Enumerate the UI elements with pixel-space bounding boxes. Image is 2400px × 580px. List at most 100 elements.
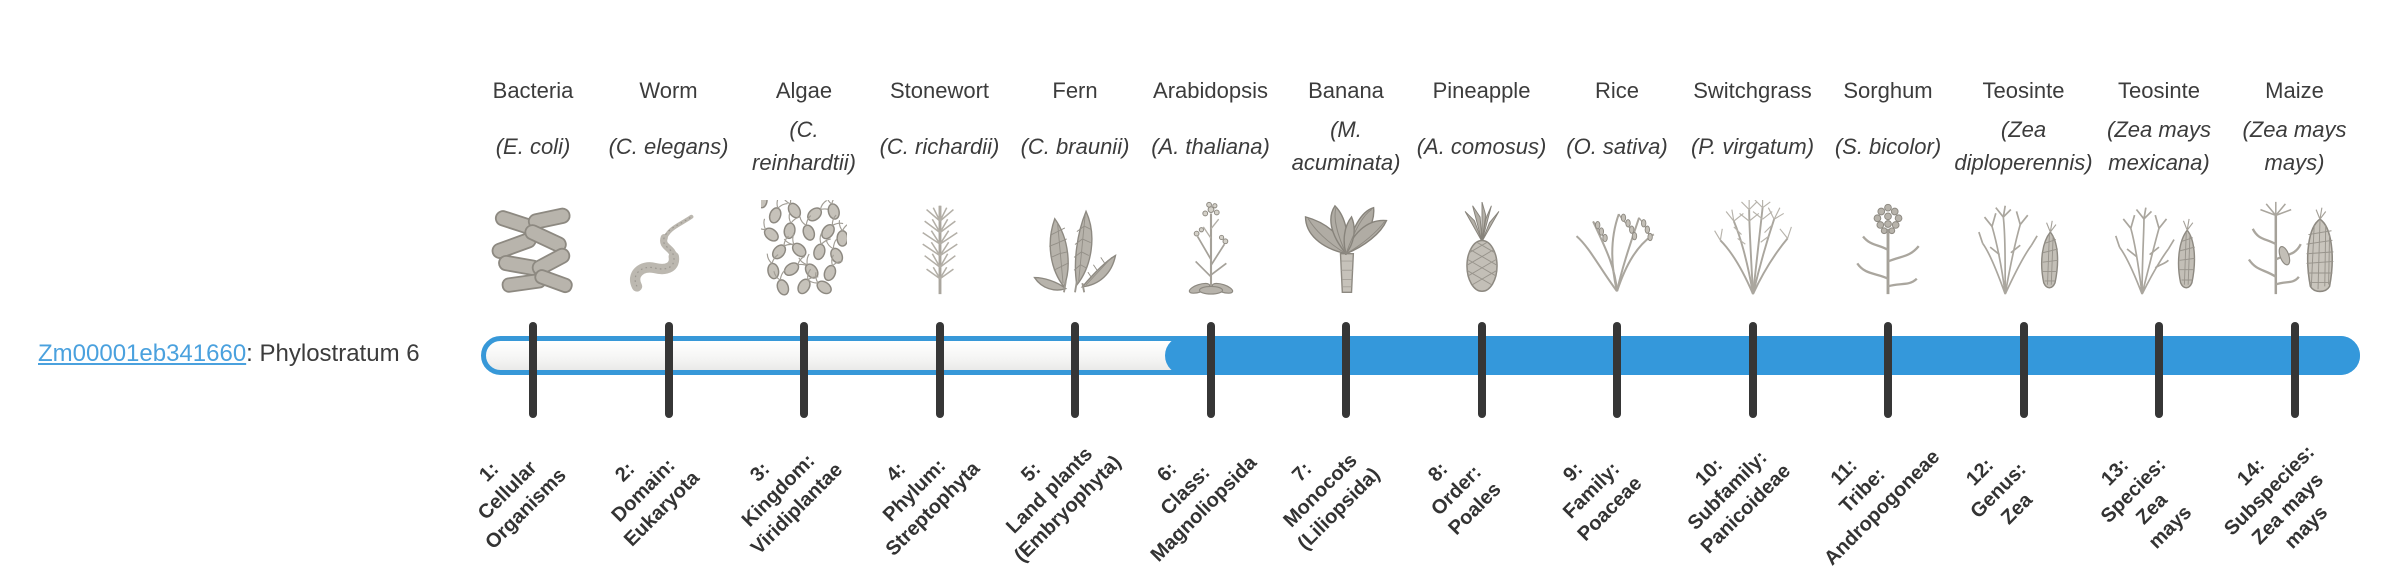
organism-column: Banana (M. acuminata) [1278, 78, 1414, 296]
banana-icon [1298, 204, 1394, 296]
organism-illustration [601, 200, 737, 296]
organism-common-name: Teosinte [1982, 78, 2065, 103]
phylostratum-label: 2: Domain: Eukaryota [606, 454, 704, 551]
phylostratum-tick [800, 322, 808, 418]
phylostratum-tick [1071, 322, 1079, 418]
phylostratum-tick [664, 322, 673, 418]
organism-illustration [1007, 200, 1143, 296]
phylostratum-tick [1206, 322, 1215, 418]
organism-common-name: Bacteria [492, 78, 574, 103]
organism-illustration [1820, 200, 1956, 296]
phylostratum-label: 8: Order: Poales [1423, 458, 1506, 540]
organism-scientific-name: (P. virgatum) [1690, 133, 1815, 159]
phylostratum-label: 12: Genus: Zea [1961, 454, 2037, 529]
organism-common-name: Sorghum [1843, 78, 1933, 103]
organism-common-name: Banana [1308, 78, 1384, 103]
organism-column: Arabidopsis (A. thaliana) [1143, 78, 1279, 296]
phylostratum-tick [935, 322, 944, 418]
organism-scientific-name: (C. richardii) [879, 133, 1000, 159]
algae-icon [761, 200, 847, 296]
organism-scientific-name: (C. elegans) [608, 133, 729, 159]
organism-scientific-name: (S. bicolor) [1834, 133, 1942, 159]
organism-common-name: Stonewort [889, 78, 990, 103]
phylostratum-label: 7: Monocots (Liliopsida) [1279, 449, 1385, 555]
organism-column: Rice (O. sativa) [1549, 78, 1685, 296]
organism-column: Fern (C. braunii) [1007, 78, 1143, 296]
worm-icon [629, 208, 709, 296]
organism-common-name: Rice [1594, 78, 1639, 103]
organism-common-name: Pineapple [1432, 78, 1531, 103]
phylostratum-tick [1884, 322, 1892, 418]
organism-illustration [1143, 200, 1279, 296]
organism-column: Algae (C. reinhardtii) [736, 78, 872, 296]
organism-scientific-name: (O. sativa) [1566, 133, 1668, 159]
organism-scientific-name: (Zea mays mays) [2242, 117, 2347, 175]
phylostratum-tick [1342, 322, 1350, 418]
organism-illustration [736, 200, 872, 296]
arabidopsis-icon [1183, 200, 1239, 296]
organism-illustration [1956, 200, 2092, 296]
organism-common-name: Arabidopsis [1153, 78, 1268, 103]
phylostratum-tick [1613, 322, 1621, 418]
phylostratum-label: 11: Tribe: Andropogoneae [1820, 445, 1945, 570]
phylostratum-label: 13: Species: Zea mays [2096, 453, 2197, 554]
organism-column: Sorghum (S. bicolor) [1820, 78, 1956, 296]
phylostratum-tick [1477, 322, 1486, 418]
phylostratum-label: 10: Subfamily: Panicoideae [1683, 446, 1795, 559]
organism-scientific-name: (A. comosus) [1416, 133, 1547, 159]
phylostratum-label: 1: Cellular Organisms [473, 456, 571, 554]
phylostratum-tick [1748, 322, 1757, 418]
phylostratum-tick [2290, 322, 2299, 418]
teosinte-diploperennis-icon [1976, 202, 2072, 296]
organism-column: Pineapple (A. comosus) [1414, 78, 1550, 296]
pineapple-icon [1458, 202, 1506, 296]
organism-scientific-name: (C. braunii) [1020, 133, 1130, 159]
stonewort-icon [911, 200, 969, 296]
fern-icon [1029, 204, 1121, 296]
phylostratum-tick [2155, 322, 2163, 418]
organism-illustration [2227, 200, 2363, 296]
maize-icon [2247, 200, 2343, 296]
organism-scientific-name: (C. reinhardtii) [752, 117, 856, 175]
organism-column: Teosinte (Zea diploperennis) [1954, 78, 2093, 296]
organism-common-name: Switchgrass [1693, 78, 1812, 103]
phylostratum-label: 9: Family: Poaceae [1559, 458, 1647, 546]
phylostratum-label: 6: Class: Magnoliopsida [1146, 451, 1261, 567]
organism-illustration [2091, 200, 2227, 296]
organism-scientific-name: (Zea diploperennis) [1954, 117, 2093, 175]
organism-illustration [1549, 200, 1685, 296]
phylostratum-label: 5: Land plants (Embryophyta) [1002, 443, 1126, 567]
switchgrass-icon [1711, 200, 1795, 296]
organism-column: Teosinte (Zea mays mexicana) [2091, 78, 2227, 296]
organism-scientific-name: (E. coli) [495, 133, 571, 159]
organism-column: Bacteria (E. coli) [465, 78, 601, 296]
gene-phylostratum-text: : Phylostratum 6 [246, 340, 420, 367]
phylostratum-label: 14: Subspecies: Zea mays mays [2219, 441, 2332, 554]
organism-common-name: Algae [775, 78, 833, 103]
organism-column: Worm (C. elegans) [601, 78, 737, 296]
organism-illustration [1685, 200, 1821, 296]
bacteria-icon [488, 206, 578, 296]
gene-link[interactable]: Zm00001eb341660 [38, 340, 247, 367]
teosinte-mexicana-icon [2111, 202, 2207, 296]
organism-scientific-name: (A. thaliana) [1151, 133, 1270, 159]
organism-column: Maize (Zea mays mays) [2227, 78, 2363, 296]
organism-common-name: Maize [2265, 78, 2324, 103]
organism-column: Stonewort (C. richardii) [872, 78, 1008, 296]
organism-common-name: Worm [639, 78, 698, 103]
phylostratum-label: 3: Kingdom: Viridiplantae [737, 449, 848, 560]
organism-column: Switchgrass (P. virgatum) [1685, 78, 1821, 296]
organism-scientific-name: (M. acuminata) [1291, 117, 1401, 175]
gene-label: Zm00001eb341660: Phylostratum 6 [38, 340, 420, 368]
organism-illustration [1278, 200, 1414, 296]
phylostratum-tick [2019, 322, 2028, 418]
rice-icon [1571, 202, 1663, 296]
organism-common-name: Teosinte [2118, 78, 2200, 103]
organism-scientific-name: (Zea mays mexicana) [2107, 117, 2211, 175]
organism-illustration [872, 200, 1008, 296]
organism-illustration [465, 200, 601, 296]
phylostratum-tick [529, 322, 537, 418]
organism-common-name: Fern [1052, 78, 1098, 103]
sorghum-icon [1852, 200, 1924, 296]
